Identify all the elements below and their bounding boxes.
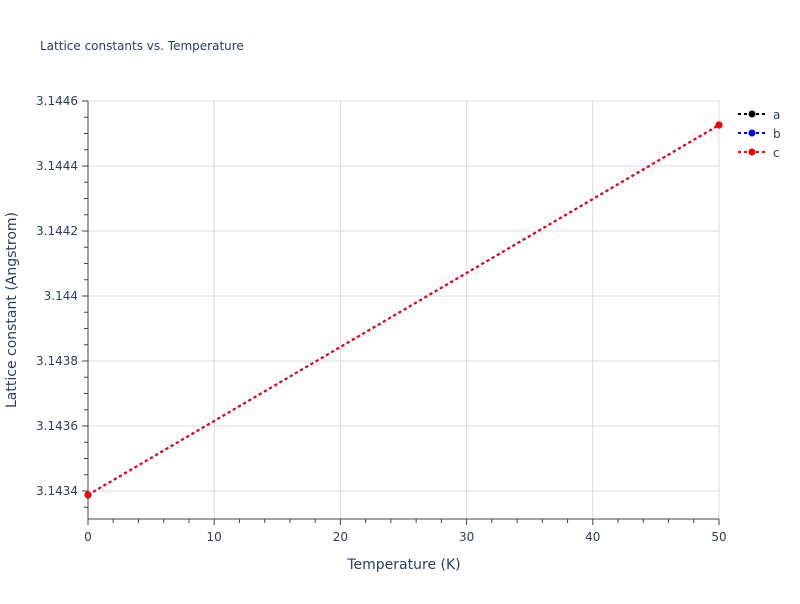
chart-title: Lattice constants vs. Temperature — [40, 39, 244, 53]
x-axis-label: Temperature (K) — [346, 557, 460, 573]
legend-marker-b — [748, 129, 756, 137]
y-tick-label: 3.1436 — [36, 419, 78, 433]
y-tick-label: 3.144 — [44, 289, 78, 303]
legend-marker-c — [748, 148, 756, 156]
data-point-c — [715, 121, 723, 129]
y-tick-label: 3.1442 — [36, 224, 78, 238]
series-line-c — [87, 124, 720, 496]
y-axis-label: Lattice constant (Angstrom) — [4, 212, 20, 408]
y-tick-label: 3.1444 — [36, 159, 78, 173]
legend-label-b: b — [773, 127, 781, 141]
legend-label-a: a — [773, 108, 780, 122]
legend-marker-a — [748, 110, 756, 118]
x-tick-label: 10 — [207, 530, 222, 544]
y-tick-label: 3.1438 — [36, 354, 78, 368]
x-tick-label: 30 — [459, 530, 474, 544]
y-tick-label: 3.1446 — [36, 94, 78, 108]
x-tick-label: 50 — [711, 530, 726, 544]
x-tick-label: 40 — [585, 530, 600, 544]
legend-label-c: c — [773, 146, 780, 160]
data-point-c — [84, 491, 92, 499]
y-tick-label: 3.1434 — [36, 484, 78, 498]
x-tick-label: 20 — [333, 530, 348, 544]
x-tick-label: 0 — [84, 530, 92, 544]
